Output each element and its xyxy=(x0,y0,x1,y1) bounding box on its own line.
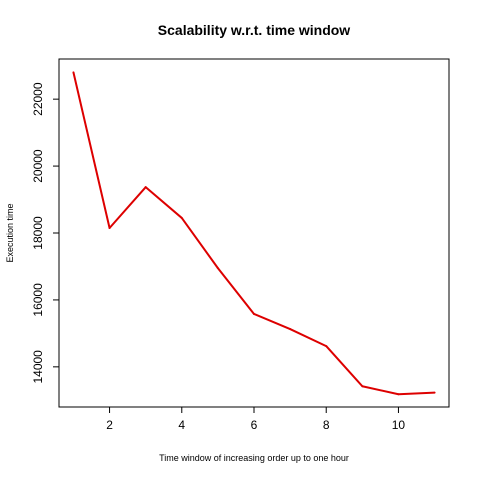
chart-title: Scalability w.r.t. time window xyxy=(158,22,351,38)
data-point xyxy=(253,312,255,315)
x-tick-label: 4 xyxy=(178,418,185,432)
x-axis: 2 4 6 8 10 xyxy=(106,407,405,432)
series-line xyxy=(72,72,435,396)
data-point xyxy=(289,328,292,331)
data-point xyxy=(72,71,75,74)
y-axis: 14000 16000 18000 20000 22000 xyxy=(31,82,59,384)
y-tick-label: 18000 xyxy=(31,216,45,250)
y-axis-label: Execution time xyxy=(5,203,15,262)
y-tick-label: 20000 xyxy=(31,149,45,183)
data-points xyxy=(72,71,436,396)
x-tick-label: 10 xyxy=(392,418,406,432)
data-point xyxy=(144,186,147,189)
data-point xyxy=(180,216,183,219)
x-tick-label: 2 xyxy=(106,418,113,432)
data-point xyxy=(361,385,364,388)
x-axis-label: Time window of increasing order up to on… xyxy=(159,453,349,463)
y-tick-label: 14000 xyxy=(31,350,45,384)
data-point xyxy=(108,226,111,229)
data-point xyxy=(433,391,436,394)
plot-frame xyxy=(58,58,450,408)
y-tick-label: 22000 xyxy=(31,82,45,116)
data-point xyxy=(216,267,219,270)
x-tick-label: 6 xyxy=(251,418,258,432)
data-point xyxy=(325,345,328,348)
y-tick-label: 16000 xyxy=(31,283,45,317)
x-tick-label: 8 xyxy=(323,418,330,432)
data-point xyxy=(397,393,400,396)
